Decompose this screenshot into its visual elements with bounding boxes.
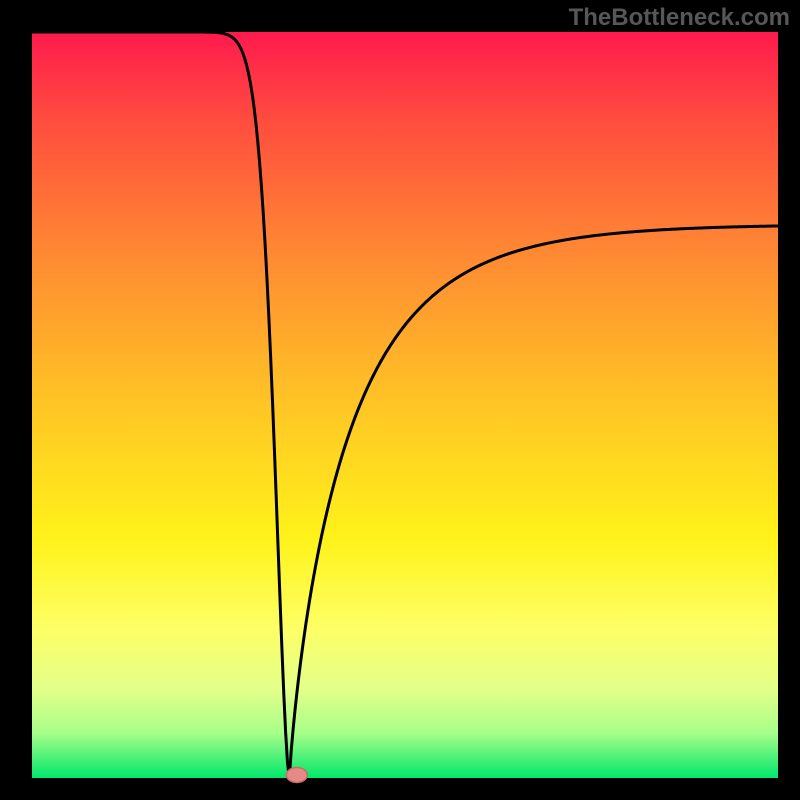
bottleneck-plot [0,0,800,800]
plot-background [32,32,778,778]
optimal-point-marker [286,768,307,783]
watermark-text: TheBottleneck.com [569,4,790,32]
figure-root: { "figure": { "width_px": 800, "height_p… [0,0,800,800]
